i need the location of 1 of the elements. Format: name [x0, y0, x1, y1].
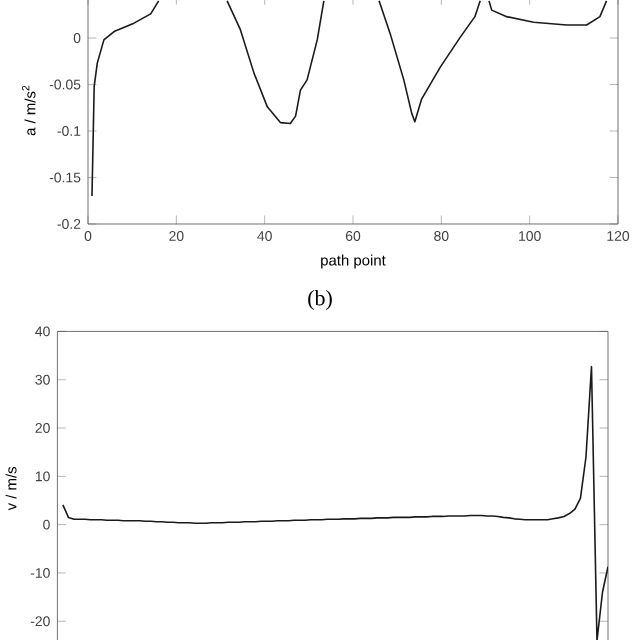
text: (b)	[308, 290, 332, 310]
